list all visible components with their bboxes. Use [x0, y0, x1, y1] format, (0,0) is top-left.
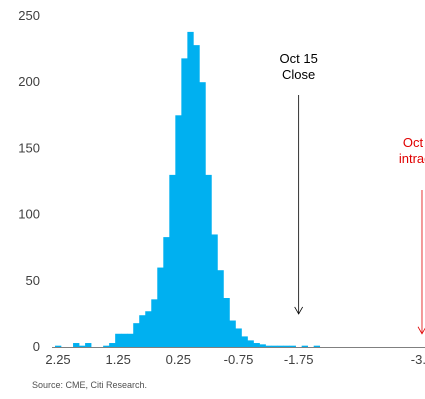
histogram-bar	[127, 333, 134, 347]
x-tick-label: -3.8	[411, 352, 425, 367]
histogram-bar	[109, 343, 116, 347]
histogram-bar	[199, 82, 206, 347]
histogram-bar	[103, 345, 110, 347]
y-tick-label: 250	[18, 8, 40, 23]
x-tick-label: -0.75	[224, 352, 254, 367]
annotation-oct15-intraday: Oct 15intraday	[399, 135, 425, 335]
histogram-bar	[169, 174, 176, 347]
histogram-bar	[241, 336, 248, 347]
histogram-bar	[265, 345, 272, 347]
x-tick-label: 2.25	[45, 352, 70, 367]
histogram-bar	[271, 345, 278, 347]
histogram-bar	[229, 320, 236, 347]
histogram-bar	[121, 333, 128, 347]
histogram-bar	[277, 345, 284, 347]
histogram-bar	[259, 344, 266, 347]
histogram-bar	[85, 343, 92, 347]
y-tick-label: 150	[18, 140, 40, 155]
histogram-bar	[205, 174, 212, 347]
histogram-bar	[139, 315, 146, 347]
histogram-bar	[193, 45, 200, 347]
y-axis-ticks: 0 50 100 150 200 250	[18, 8, 40, 354]
y-tick-label: 0	[33, 339, 40, 354]
histogram-bar	[157, 267, 164, 347]
annotation-label: intraday	[399, 151, 425, 166]
histogram-bar	[313, 345, 321, 347]
histogram-bar	[223, 298, 230, 347]
annotation-label: Close	[282, 67, 315, 82]
x-axis-ticks: 2.25 1.25 0.25 -0.75 -1.75 -3.8	[45, 352, 425, 367]
histogram-bar	[145, 311, 152, 347]
y-tick-label: 200	[18, 74, 40, 89]
histogram-bar	[151, 299, 158, 347]
histogram-bar	[235, 328, 242, 347]
histogram-bar	[175, 115, 182, 347]
histogram-bar	[55, 345, 62, 347]
histogram-bar	[217, 270, 224, 347]
annotation-arrow-head	[417, 326, 425, 335]
histogram-bar	[163, 237, 170, 347]
x-tick-label: 1.25	[106, 352, 131, 367]
annotation-label: Oct 15	[403, 135, 425, 150]
y-tick-label: 50	[26, 273, 40, 288]
x-tick-label: -1.75	[284, 352, 314, 367]
y-tick-label: 100	[18, 207, 40, 222]
histogram-bar	[289, 345, 296, 347]
histogram-bar	[253, 343, 260, 347]
histogram-bar	[247, 340, 254, 347]
histogram-bar	[181, 58, 188, 348]
x-tick-label: 0.25	[166, 352, 191, 367]
annotation-label: Oct 15	[280, 51, 318, 66]
histogram-bar	[187, 31, 194, 347]
histogram-bar	[133, 323, 140, 347]
histogram-bar	[79, 345, 86, 347]
source-note: Source: CME, Citi Research.	[32, 380, 148, 390]
histogram-bar	[301, 345, 308, 347]
histogram-bar	[115, 333, 122, 347]
histogram-bar	[283, 345, 290, 347]
annotation-arrow-head	[294, 306, 304, 315]
histogram-bar	[211, 234, 218, 347]
histogram-bars	[55, 31, 321, 348]
histogram-bar	[73, 343, 80, 347]
